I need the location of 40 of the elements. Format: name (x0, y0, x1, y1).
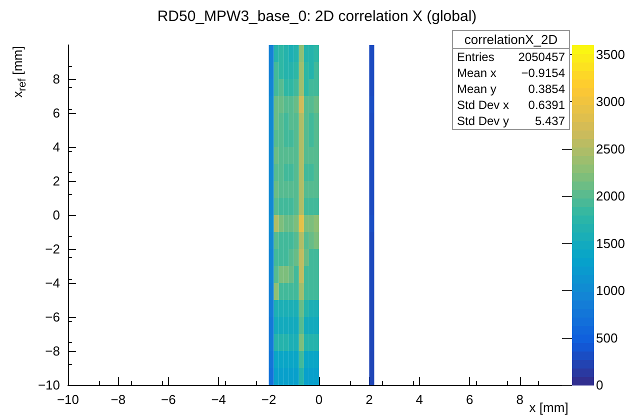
annotation: 0.3854 (528, 81, 565, 97)
annotation: 5.437 (534, 113, 565, 129)
annotation: −0.9154 (521, 65, 565, 81)
chart-title: RD50_MPW3_base_0: 2D correlation X (global) (157, 8, 477, 25)
annotation: Mean x (457, 65, 496, 81)
x-tick-label: −8 (110, 392, 126, 407)
annotation: correlationX_2D (453, 31, 569, 49)
y-tick-label: 4 (52, 140, 60, 154)
y-tick-label: 6 (52, 106, 60, 120)
annotation: 2050457 (518, 49, 565, 65)
color-bar-label: 2000 (596, 188, 625, 204)
annotation: Std Dev y (457, 113, 510, 129)
y-tick-label: −10 (38, 378, 60, 392)
color-bar-label: 0 (596, 378, 604, 392)
y-tick-label: 8 (52, 72, 60, 86)
color-bar-label: 1000 (596, 283, 625, 298)
x-tick-label: 6 (466, 392, 474, 407)
color-bar-label: 500 (596, 330, 618, 346)
annotation: 0.6391 (528, 97, 565, 113)
x-tick-label: 4 (416, 392, 424, 407)
y-tick-label: −4 (45, 276, 60, 290)
y-tick-label: 0 (52, 208, 60, 222)
x-tick-label: 2 (366, 392, 373, 407)
color-bar-label: 3000 (596, 94, 625, 110)
y-tick-label: −6 (45, 310, 60, 324)
y-tick-label: −8 (45, 344, 60, 358)
x-tick-label: −4 (211, 392, 226, 407)
annotation: Mean y (457, 81, 496, 97)
x-tick-label: 8 (516, 392, 524, 407)
annotation: Entries (457, 49, 494, 65)
x-tick-label: −6 (160, 392, 176, 407)
x-tick-label: 0 (315, 392, 323, 407)
annotation: Std Dev x (457, 97, 510, 113)
color-bar-label: 2500 (596, 141, 625, 156)
y-tick-label: −2 (45, 242, 60, 256)
x-tick-label: −2 (261, 392, 276, 407)
y-tick-label: 2 (52, 174, 60, 188)
color-bar-label: 3500 (596, 46, 625, 62)
color-bar-label: 1500 (596, 236, 625, 251)
x-axis-title: x [mm] (529, 400, 568, 415)
